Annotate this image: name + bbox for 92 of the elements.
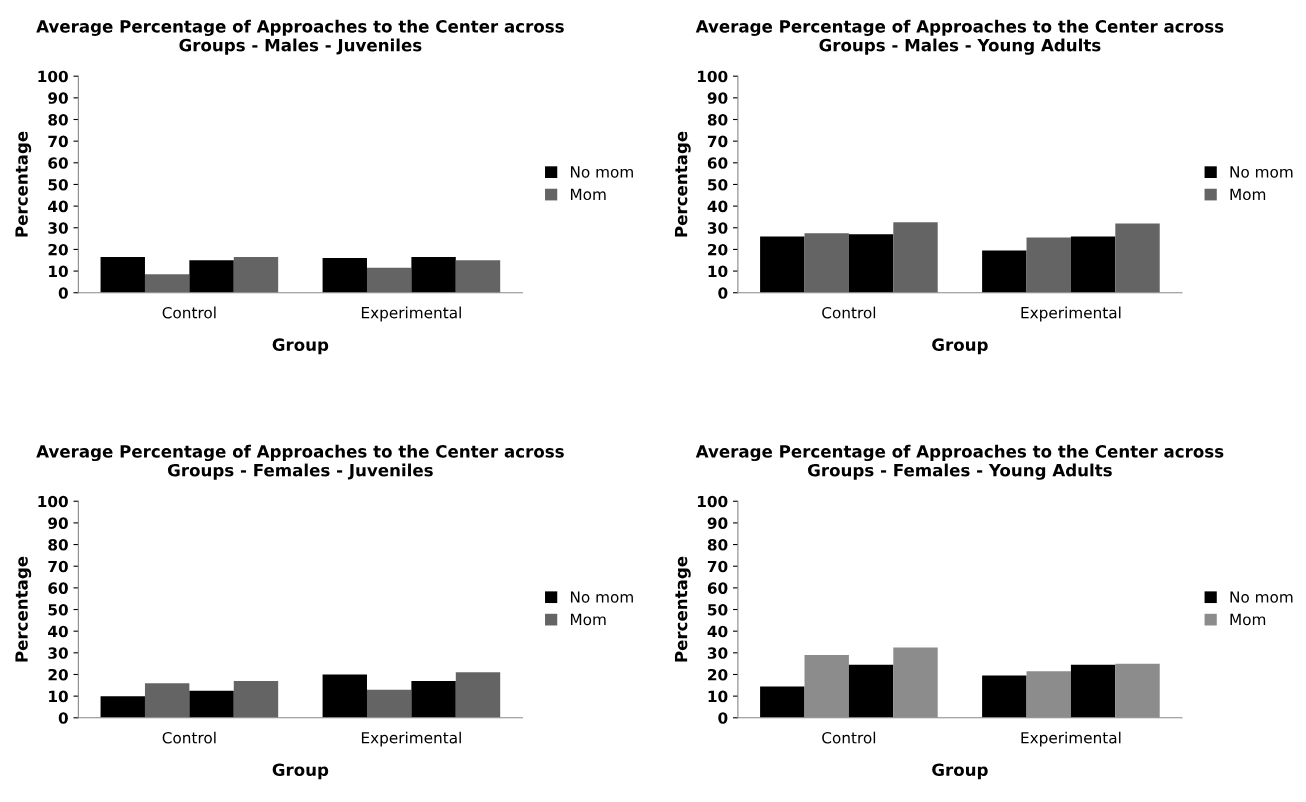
bar	[189, 690, 234, 718]
y-tick-label: 20	[48, 668, 68, 681]
y-tick-label: 30	[48, 647, 68, 659]
bar	[411, 680, 456, 718]
y-tick-label: 40	[48, 625, 68, 638]
x-tick-label: Experimental	[361, 731, 461, 747]
y-tick-label: 30	[707, 222, 728, 234]
bar	[366, 689, 412, 718]
bar	[760, 236, 805, 293]
bar	[1026, 237, 1071, 293]
y-tick-label: 40	[707, 200, 728, 213]
bar	[804, 233, 849, 293]
y-tick-label: 70	[48, 560, 68, 573]
legend-label: No mom	[1230, 591, 1293, 603]
legend-label: Mom	[570, 613, 606, 626]
y-tick-label: 80	[48, 539, 68, 551]
y-tick-label: 20	[708, 668, 728, 681]
y-tick-label: 60	[707, 582, 728, 594]
legend-label: No mom	[570, 591, 633, 603]
y-tick-label: 10	[49, 265, 68, 278]
bar	[893, 222, 938, 293]
bar	[982, 675, 1027, 718]
y-tick-label: 90	[48, 517, 68, 529]
y-axis-title: Percentage	[15, 131, 32, 237]
bar	[982, 250, 1027, 293]
y-tick-label: 70	[48, 135, 68, 148]
y-tick-label: 30	[707, 647, 728, 659]
x-tick-label: Control	[822, 731, 876, 744]
y-tick-label: 60	[707, 157, 728, 169]
x-tick-label: Control	[822, 306, 876, 319]
bar	[144, 683, 190, 718]
y-tick-label: 80	[707, 113, 728, 126]
y-tick-label: 30	[48, 222, 68, 234]
y-tick-label: 50	[48, 178, 68, 191]
bar	[455, 672, 501, 718]
x-axis-title: Group	[272, 763, 329, 780]
x-tick-label: Experimental	[361, 306, 461, 322]
legend-label: Mom	[1230, 613, 1266, 626]
y-tick-label: 0	[58, 712, 68, 724]
y-tick-label: 40	[707, 625, 728, 638]
y-tick-label: 20	[708, 243, 728, 256]
y-tick-label: 10	[708, 265, 728, 278]
bar	[760, 686, 805, 718]
y-tick-label: 60	[48, 582, 68, 594]
x-axis-title: Group	[272, 338, 329, 355]
legend-label: Mom	[570, 188, 606, 201]
bar	[1070, 236, 1116, 293]
y-tick-label: 50	[48, 603, 68, 616]
bar	[100, 696, 145, 718]
y-tick-label: 60	[48, 157, 68, 169]
x-tick-label: Control	[162, 731, 216, 744]
y-axis-title: Percentage	[674, 131, 691, 237]
x-tick-label: Control	[162, 306, 216, 319]
y-tick-label: 70	[707, 135, 728, 148]
x-axis-title: Group	[932, 763, 988, 780]
bar	[322, 674, 367, 718]
y-tick-label: 0	[718, 712, 728, 724]
legend-label: No mom	[1230, 166, 1293, 178]
y-axis-title: Percentage	[15, 556, 32, 662]
y-tick-label: 50	[708, 178, 728, 191]
y-tick-label: 90	[707, 517, 728, 529]
chart-title: Average Percentage of Approaches to the Center across Groups - Females - Juveniles	[36, 444, 564, 480]
chart-title: Average Percentage of Approaches to the Center across Groups - Males - Young Adults	[695, 19, 1224, 55]
y-tick-label: 100	[38, 495, 68, 508]
y-axis-title: Percentage	[674, 556, 691, 662]
y-tick-label: 80	[707, 539, 728, 551]
bar	[1115, 223, 1160, 293]
y-tick-label: 0	[718, 287, 728, 299]
y-tick-label: 100	[698, 495, 728, 508]
y-tick-label: 100	[38, 70, 68, 83]
y-tick-label: 40	[48, 200, 68, 213]
y-tick-label: 0	[58, 287, 68, 299]
legend-label: Mom	[1230, 188, 1266, 201]
chart-title: Average Percentage of Approaches to the Center across Groups - Females - Young Adults	[695, 444, 1224, 480]
bar	[233, 680, 279, 718]
y-tick-label: 90	[48, 92, 68, 104]
bar	[1070, 664, 1116, 718]
y-tick-label: 100	[698, 70, 728, 83]
y-tick-label: 10	[708, 690, 728, 703]
y-tick-label: 10	[49, 690, 68, 703]
x-axis-title: Group	[932, 338, 988, 355]
legend-label: No mom	[570, 166, 633, 178]
bar	[848, 234, 894, 293]
y-tick-label: 90	[707, 92, 728, 104]
x-tick-label: Experimental	[1021, 731, 1121, 747]
x-tick-label: Experimental	[1021, 306, 1121, 322]
y-tick-label: 70	[707, 560, 728, 573]
y-tick-label: 50	[708, 603, 728, 616]
bar	[848, 664, 894, 718]
chart-title: Average Percentage of Approaches to the Center across Groups - Males - Juveniles	[36, 19, 564, 55]
y-tick-label: 80	[48, 113, 68, 126]
y-tick-label: 20	[48, 243, 68, 256]
